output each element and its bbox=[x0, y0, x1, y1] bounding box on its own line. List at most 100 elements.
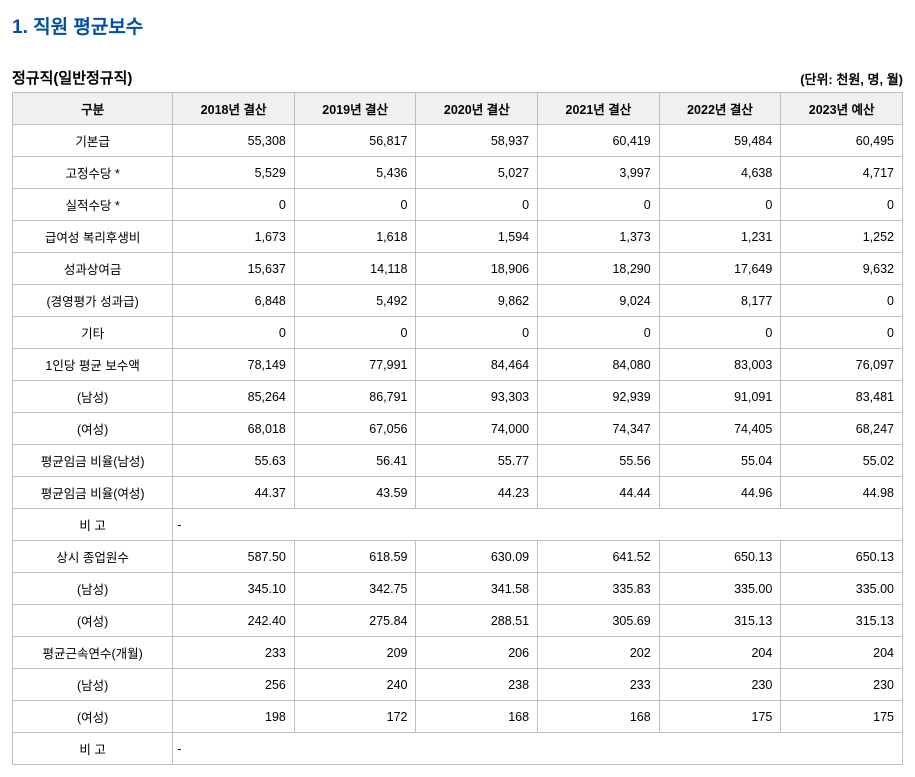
cell-value: 0 bbox=[538, 317, 660, 349]
cell-value: 172 bbox=[294, 701, 416, 733]
cell-value: 275.84 bbox=[294, 605, 416, 637]
cell-value: 93,303 bbox=[416, 381, 538, 413]
cell-value: 55,308 bbox=[173, 125, 295, 157]
cell-value: 6,848 bbox=[173, 285, 295, 317]
cell-value: 17,649 bbox=[659, 253, 781, 285]
cell-value: 230 bbox=[781, 669, 903, 701]
cell-value: 18,906 bbox=[416, 253, 538, 285]
cell-value: 315.13 bbox=[781, 605, 903, 637]
table-row: (경영평가 성과급)6,8485,4929,8629,0248,1770 bbox=[13, 285, 903, 317]
cell-value: 0 bbox=[781, 189, 903, 221]
cell-value: 83,481 bbox=[781, 381, 903, 413]
row-label: 평균근속연수(개월) bbox=[13, 637, 173, 669]
col-header: 2022년 결산 bbox=[659, 93, 781, 125]
table-row: 성과상여금15,63714,11818,90618,29017,6499,632 bbox=[13, 253, 903, 285]
table-row: 실적수당 *000000 bbox=[13, 189, 903, 221]
cell-value: 14,118 bbox=[294, 253, 416, 285]
col-header: 2020년 결산 bbox=[416, 93, 538, 125]
cell-value: 5,492 bbox=[294, 285, 416, 317]
cell-value: 202 bbox=[538, 637, 660, 669]
table-row: 1인당 평균 보수액78,14977,99184,46484,08083,003… bbox=[13, 349, 903, 381]
table-header-row: 구분 2018년 결산 2019년 결산 2020년 결산 2021년 결산 2… bbox=[13, 93, 903, 125]
cell-value: 238 bbox=[416, 669, 538, 701]
cell-value: 60,419 bbox=[538, 125, 660, 157]
cell-value: 206 bbox=[416, 637, 538, 669]
cell-value: 204 bbox=[659, 637, 781, 669]
cell-value: 59,484 bbox=[659, 125, 781, 157]
cell-value: 335.00 bbox=[659, 573, 781, 605]
cell-value: 242.40 bbox=[173, 605, 295, 637]
table-row: 급여성 복리후생비1,6731,6181,5941,3731,2311,252 bbox=[13, 221, 903, 253]
cell-value: 84,080 bbox=[538, 349, 660, 381]
subtitle: 정규직(일반정규직) bbox=[12, 67, 132, 88]
cell-value: 256 bbox=[173, 669, 295, 701]
cell-value: 230 bbox=[659, 669, 781, 701]
cell-value: 1,231 bbox=[659, 221, 781, 253]
cell-value: 630.09 bbox=[416, 541, 538, 573]
row-label: 비 고 bbox=[13, 509, 173, 541]
row-label: 실적수당 * bbox=[13, 189, 173, 221]
row-label: (남성) bbox=[13, 669, 173, 701]
cell-value: 58,937 bbox=[416, 125, 538, 157]
cell-value: 9,862 bbox=[416, 285, 538, 317]
table-row: (남성)256240238233230230 bbox=[13, 669, 903, 701]
cell-value: 0 bbox=[659, 189, 781, 221]
cell-value: 641.52 bbox=[538, 541, 660, 573]
unit-label: (단위: 천원, 명, 월) bbox=[800, 69, 903, 88]
cell-value: 44.23 bbox=[416, 477, 538, 509]
cell-value: 56,817 bbox=[294, 125, 416, 157]
cell-value: 85,264 bbox=[173, 381, 295, 413]
cell-value: 92,939 bbox=[538, 381, 660, 413]
cell-value: 175 bbox=[781, 701, 903, 733]
cell-value: 650.13 bbox=[781, 541, 903, 573]
cell-value: 55.02 bbox=[781, 445, 903, 477]
cell-value: 168 bbox=[416, 701, 538, 733]
cell-value: 0 bbox=[781, 285, 903, 317]
table-row: (여성)242.40275.84288.51305.69315.13315.13 bbox=[13, 605, 903, 637]
cell-value: 44.37 bbox=[173, 477, 295, 509]
cell-value: 204 bbox=[781, 637, 903, 669]
row-label: 비 고 bbox=[13, 733, 173, 765]
cell-value: 44.98 bbox=[781, 477, 903, 509]
table-row: 기타000000 bbox=[13, 317, 903, 349]
col-header: 2021년 결산 bbox=[538, 93, 660, 125]
cell-value: 0 bbox=[173, 189, 295, 221]
table-row: 비 고- bbox=[13, 509, 903, 541]
cell-value: 0 bbox=[294, 317, 416, 349]
row-label: (경영평가 성과급) bbox=[13, 285, 173, 317]
table-row: (여성)68,01867,05674,00074,34774,40568,247 bbox=[13, 413, 903, 445]
col-header: 2018년 결산 bbox=[173, 93, 295, 125]
table-body: 기본급55,30856,81758,93760,41959,48460,495고… bbox=[13, 125, 903, 765]
row-label: (여성) bbox=[13, 605, 173, 637]
cell-value: 1,618 bbox=[294, 221, 416, 253]
cell-value: 168 bbox=[538, 701, 660, 733]
cell-value: 43.59 bbox=[294, 477, 416, 509]
row-label: 급여성 복리후생비 bbox=[13, 221, 173, 253]
cell-value: 56.41 bbox=[294, 445, 416, 477]
row-label: 평균임금 비율(남성) bbox=[13, 445, 173, 477]
cell-value: 74,000 bbox=[416, 413, 538, 445]
cell-value: 68,018 bbox=[173, 413, 295, 445]
cell-value: 74,405 bbox=[659, 413, 781, 445]
cell-value: 77,991 bbox=[294, 349, 416, 381]
row-note: - bbox=[173, 733, 903, 765]
col-header: 2023년 예산 bbox=[781, 93, 903, 125]
row-label: (남성) bbox=[13, 381, 173, 413]
col-header: 2019년 결산 bbox=[294, 93, 416, 125]
row-label: 상시 종업원수 bbox=[13, 541, 173, 573]
cell-value: 315.13 bbox=[659, 605, 781, 637]
compensation-table: 구분 2018년 결산 2019년 결산 2020년 결산 2021년 결산 2… bbox=[12, 92, 903, 765]
cell-value: 5,436 bbox=[294, 157, 416, 189]
cell-value: 0 bbox=[416, 317, 538, 349]
cell-value: 1,673 bbox=[173, 221, 295, 253]
row-note: - bbox=[173, 509, 903, 541]
cell-value: 78,149 bbox=[173, 349, 295, 381]
cell-value: 240 bbox=[294, 669, 416, 701]
row-label: 성과상여금 bbox=[13, 253, 173, 285]
cell-value: 233 bbox=[173, 637, 295, 669]
cell-value: 55.56 bbox=[538, 445, 660, 477]
cell-value: 0 bbox=[659, 317, 781, 349]
cell-value: 44.44 bbox=[538, 477, 660, 509]
cell-value: 44.96 bbox=[659, 477, 781, 509]
cell-value: 84,464 bbox=[416, 349, 538, 381]
